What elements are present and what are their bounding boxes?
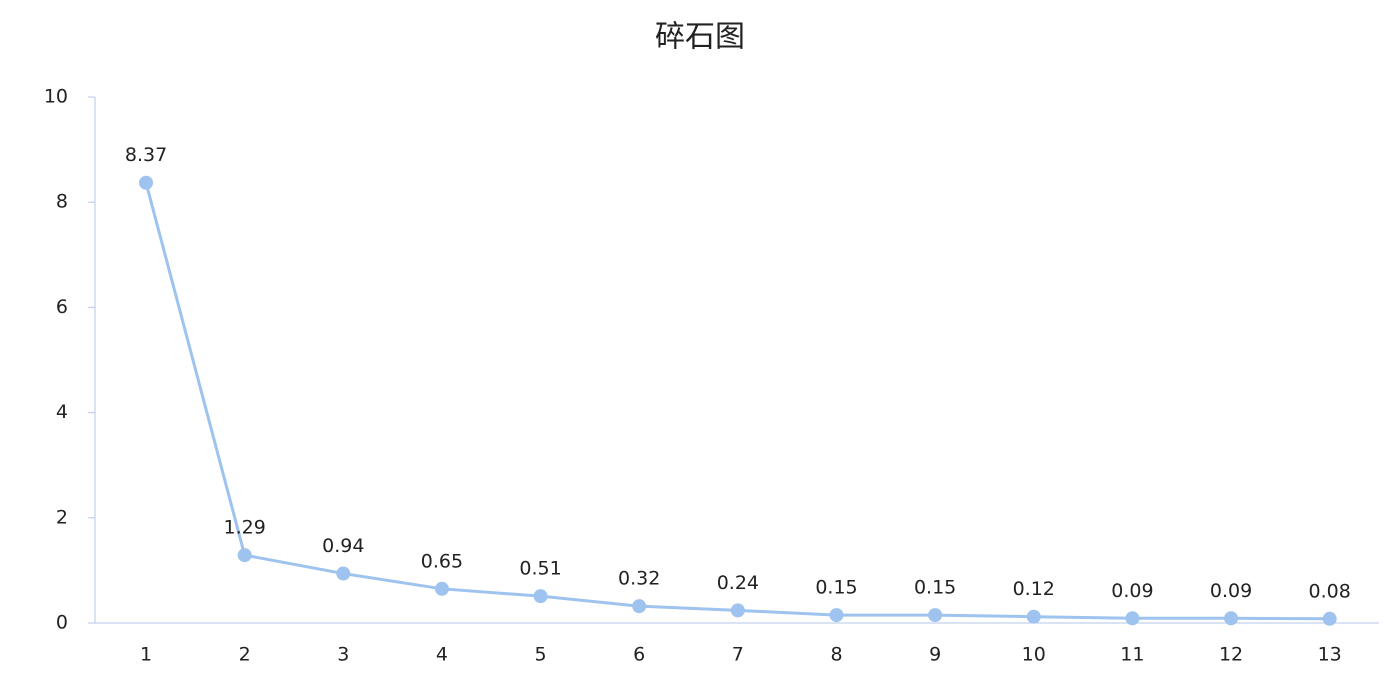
x-tick-label: 2	[239, 644, 251, 666]
x-tick-label: 12	[1219, 644, 1243, 666]
y-tick-label: 4	[56, 401, 68, 423]
x-tick-label: 6	[633, 644, 645, 666]
y-tick-label: 0	[56, 612, 68, 634]
x-tick-label: 4	[436, 644, 448, 666]
point	[533, 589, 548, 604]
data-label: 0.51	[519, 558, 561, 580]
x-tick-label: 1	[140, 644, 152, 666]
point	[1026, 609, 1041, 624]
y-tick-label: 10	[44, 86, 68, 108]
x-tick-label: 5	[535, 644, 547, 666]
point	[139, 175, 154, 190]
x-tick-label: 3	[337, 644, 349, 666]
point	[1125, 611, 1140, 626]
data-label: 0.15	[914, 577, 956, 599]
x-tick-label: 13	[1318, 644, 1342, 666]
y-tick-label: 6	[56, 296, 68, 318]
x-tick-label: 7	[732, 644, 744, 666]
data-label: 0.12	[1013, 578, 1055, 600]
x-tick-label: 11	[1120, 644, 1144, 666]
point	[730, 603, 745, 618]
data-label: 0.65	[421, 550, 463, 572]
point	[237, 548, 252, 563]
y-tick-label: 2	[56, 506, 68, 528]
point	[1322, 611, 1337, 626]
data-label: 0.09	[1111, 580, 1153, 602]
y-tick-label: 8	[56, 191, 68, 213]
x-tick-label: 10	[1022, 644, 1046, 666]
point	[336, 566, 351, 581]
point	[434, 581, 449, 596]
data-label: 0.32	[618, 568, 660, 590]
data-label: 8.37	[125, 144, 167, 166]
point	[632, 599, 647, 614]
x-tick-label: 8	[830, 644, 842, 666]
data-label: 0.09	[1210, 580, 1252, 602]
point	[1224, 611, 1239, 626]
data-label: 1.29	[224, 517, 266, 539]
data-label: 0.24	[717, 572, 759, 594]
data-label: 0.94	[322, 535, 364, 557]
data-label: 0.15	[815, 577, 857, 599]
chart-title: 碎石图	[655, 20, 745, 55]
point	[928, 608, 943, 623]
data-label: 0.08	[1309, 580, 1351, 602]
x-tick-label: 9	[929, 644, 941, 666]
point	[829, 608, 844, 623]
